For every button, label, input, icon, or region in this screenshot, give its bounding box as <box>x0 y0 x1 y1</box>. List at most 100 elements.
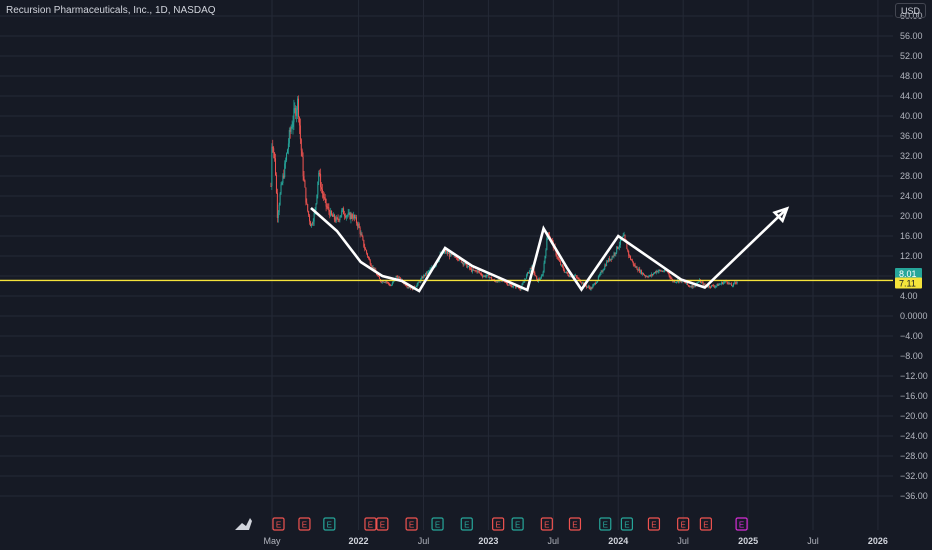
candle <box>711 284 713 287</box>
candle <box>534 271 536 277</box>
candle <box>669 274 671 280</box>
earnings-marker-label: E <box>435 521 440 530</box>
earnings-marker[interactable]: E <box>647 517 661 531</box>
y-axis[interactable]: 60.00 56.00 52.00 48.00 44.00 40.00 36.00 32.00… <box>900 11 928 501</box>
earnings-marker[interactable]: E <box>323 517 336 531</box>
y-tick-label: −28.00 <box>900 451 928 461</box>
earnings-marker-label: E <box>651 521 656 530</box>
candle <box>731 282 733 287</box>
price-tag: 8.01 <box>895 267 922 279</box>
candle <box>484 274 486 278</box>
trend-drawing[interactable] <box>310 207 788 293</box>
candle <box>623 231 625 236</box>
candle <box>385 280 387 284</box>
candle <box>297 96 299 120</box>
candle <box>629 254 631 259</box>
earnings-marker-label: E <box>409 521 414 530</box>
candle <box>564 272 566 273</box>
candle <box>321 184 323 199</box>
y-tick-label: 48.00 <box>900 71 923 81</box>
x-axis[interactable]: May 2022 Jul 2023 Jul 2024 Jul 2025 Jul 2026 <box>263 536 887 546</box>
candle <box>578 277 580 280</box>
earnings-marker[interactable]: E <box>511 517 524 531</box>
candle <box>378 275 380 280</box>
candle <box>577 277 579 280</box>
candle <box>474 269 476 273</box>
earnings-marker[interactable]: E <box>735 517 748 531</box>
y-tick-label: 32.00 <box>900 151 923 161</box>
candle <box>716 283 718 288</box>
candle <box>296 106 298 123</box>
candle <box>388 282 390 286</box>
candle <box>335 214 337 224</box>
candle <box>377 274 379 277</box>
candle <box>364 243 366 252</box>
candle <box>417 281 419 286</box>
earnings-marker[interactable]: E <box>699 517 712 531</box>
candle <box>353 211 355 220</box>
candle <box>645 274 647 278</box>
earnings-marker-label: E <box>276 521 281 530</box>
candle <box>391 281 393 286</box>
candle <box>693 286 695 288</box>
earnings-marker[interactable]: E <box>599 517 612 531</box>
candle <box>599 272 601 277</box>
candle <box>326 203 328 210</box>
earnings-marker[interactable]: E <box>405 517 418 531</box>
candle <box>713 284 715 289</box>
candle <box>487 274 489 276</box>
price-tag: 7.11 <box>895 277 922 289</box>
candle <box>689 285 691 288</box>
candle <box>448 251 450 260</box>
candle <box>560 259 562 266</box>
earnings-marker[interactable]: E <box>376 517 389 531</box>
candle <box>289 126 291 139</box>
candle <box>535 275 537 277</box>
candle <box>634 262 636 268</box>
candle <box>342 207 344 213</box>
currency-button[interactable]: USD <box>895 3 926 18</box>
earnings-marker[interactable]: E <box>540 517 553 531</box>
candle <box>504 281 506 283</box>
earnings-marker[interactable]: E <box>568 517 582 531</box>
earnings-marker[interactable]: E <box>620 517 633 531</box>
candle <box>288 127 290 148</box>
tradingview-logo-icon[interactable] <box>235 518 252 530</box>
candle <box>422 275 424 279</box>
x-tick-label: 2024 <box>608 536 628 546</box>
candle <box>642 272 644 275</box>
candle <box>676 281 678 284</box>
candle <box>655 269 657 275</box>
candle <box>496 281 498 283</box>
candle <box>309 214 311 225</box>
earnings-marker[interactable]: E <box>677 517 690 531</box>
x-tick-label: Jul <box>548 536 560 546</box>
candle <box>490 277 492 279</box>
earnings-marker[interactable]: E <box>364 517 377 531</box>
earnings-marker[interactable]: E <box>298 517 311 531</box>
candle <box>392 281 394 284</box>
earnings-marker[interactable]: E <box>272 517 285 531</box>
candle <box>690 285 692 288</box>
candle <box>638 267 640 271</box>
candle <box>589 286 591 291</box>
earnings-marker[interactable]: E <box>492 517 505 531</box>
candle <box>476 270 478 274</box>
candle <box>643 273 645 276</box>
candle <box>568 274 570 278</box>
candle <box>582 281 584 285</box>
candle <box>361 232 363 237</box>
candle <box>464 262 466 265</box>
candle <box>327 203 329 210</box>
y-tick-label: −36.00 <box>900 491 928 501</box>
y-tick-label: −20.00 <box>900 411 928 421</box>
candle <box>562 265 564 272</box>
candle <box>631 258 633 263</box>
earnings-marker[interactable]: E <box>460 517 473 531</box>
candle <box>368 256 370 261</box>
candle <box>722 281 724 285</box>
candle <box>590 286 592 291</box>
candle <box>570 275 572 278</box>
earnings-marker[interactable]: E <box>431 517 444 531</box>
